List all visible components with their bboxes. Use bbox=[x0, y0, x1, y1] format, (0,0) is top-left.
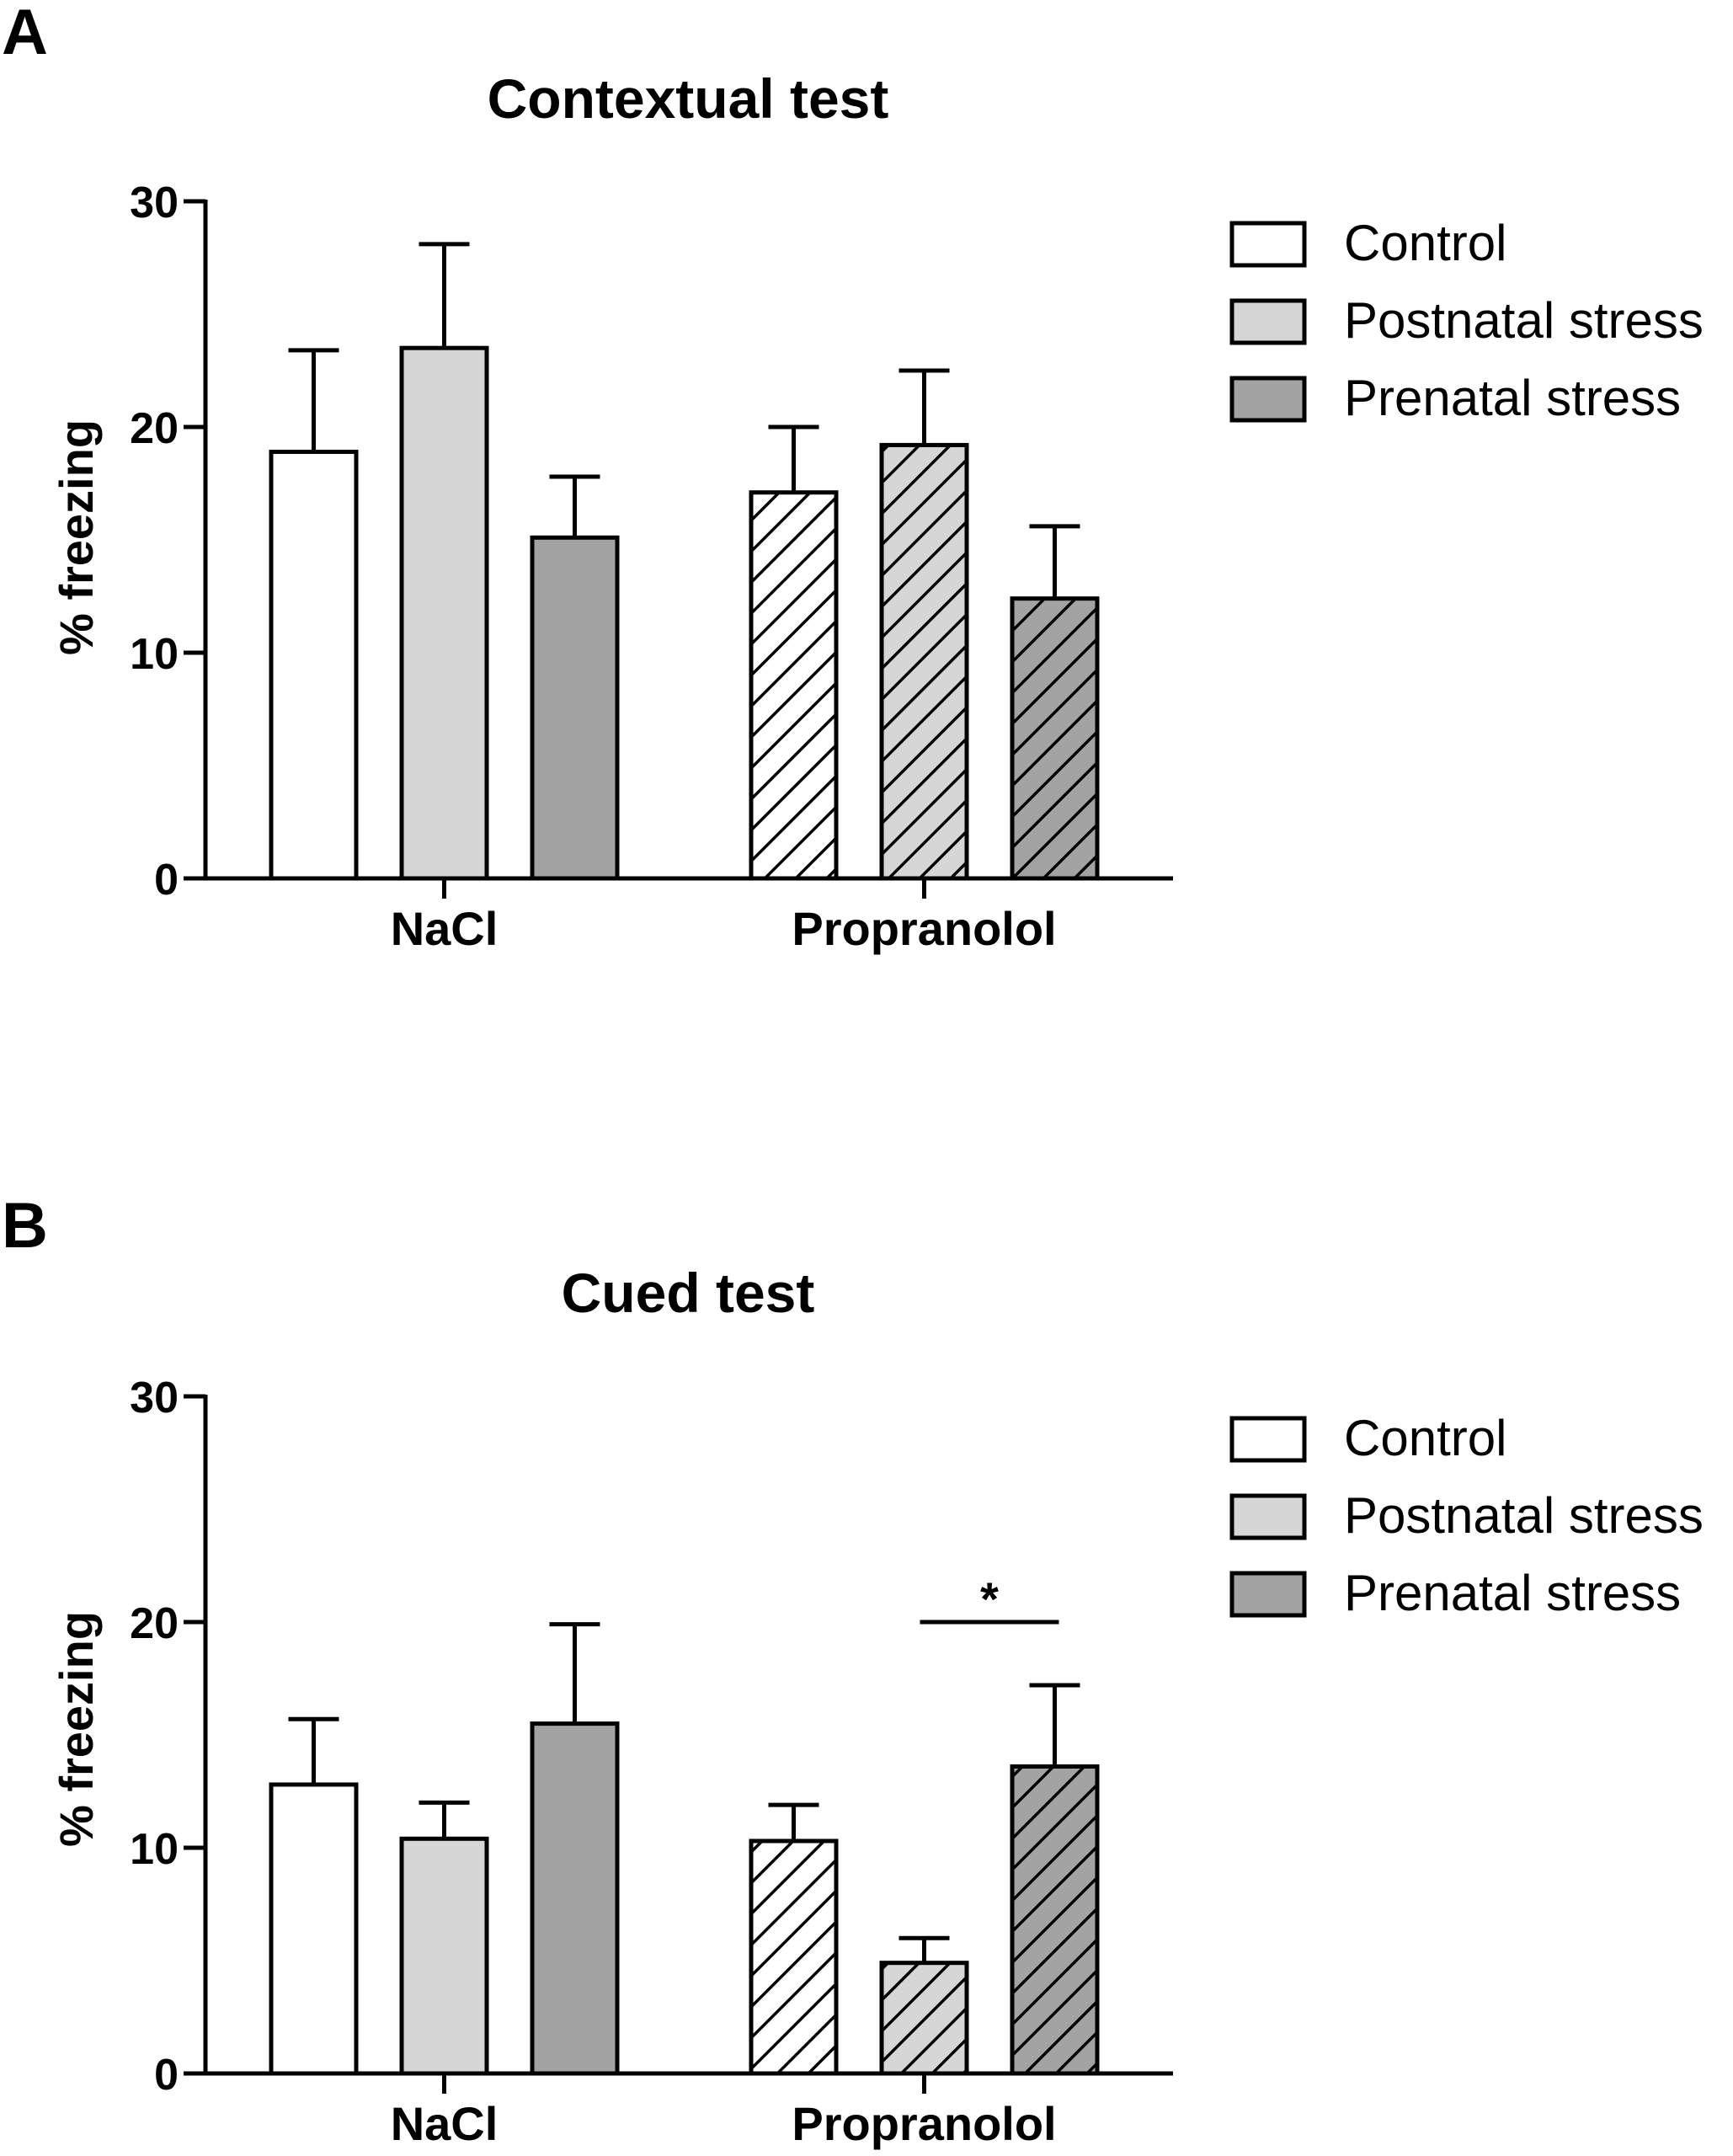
x-tick-label: NaCl bbox=[391, 902, 499, 955]
bar bbox=[399, 345, 489, 881]
panel-a: A Contextual test % freezing 0 10 20 30 NaCl… bbox=[2, 0, 1704, 955]
bar bbox=[399, 1836, 489, 2076]
legend-label: Control bbox=[1344, 215, 1506, 271]
bar bbox=[879, 1961, 969, 2076]
x-tick-label: NaCl bbox=[391, 2097, 499, 2150]
legend: Control Postnatal stress Prenatal stress bbox=[1229, 1410, 1704, 1621]
bar bbox=[269, 1782, 359, 2076]
y-tick-label: 0 bbox=[154, 856, 179, 905]
chart-title: Cued test bbox=[562, 1262, 815, 1324]
bar bbox=[269, 449, 359, 881]
panel-label: B bbox=[2, 1190, 48, 1262]
legend-label: Postnatal stress bbox=[1344, 292, 1704, 349]
y-axis-label: % freezing bbox=[50, 1611, 103, 1847]
x-tick-label: Propranolol bbox=[792, 902, 1056, 955]
legend-swatch bbox=[1229, 221, 1307, 268]
panel-b: B Cued test % freezing 0 10 20 30 NaCl Propra… bbox=[2, 1190, 1704, 2150]
y-tick-label: 10 bbox=[130, 1825, 179, 1874]
legend-swatch bbox=[1229, 1416, 1307, 1463]
bar bbox=[749, 490, 839, 881]
significance-label: * bbox=[980, 1572, 999, 1625]
legend-label: Control bbox=[1344, 1410, 1506, 1466]
plot-area: 0 10 20 30 NaCl Propranolol bbox=[130, 179, 1173, 955]
y-tick-label: 0 bbox=[154, 2051, 179, 2100]
y-axis-label: % freezing bbox=[50, 419, 103, 655]
legend-swatch bbox=[1229, 1493, 1307, 1540]
bar bbox=[749, 1838, 839, 2076]
legend-swatch bbox=[1229, 298, 1307, 345]
legend-swatch bbox=[1229, 1571, 1307, 1618]
legend-label: Prenatal stress bbox=[1344, 370, 1681, 426]
legend: Control Postnatal stress Prenatal stress bbox=[1229, 215, 1704, 426]
y-tick-label: 10 bbox=[130, 630, 179, 679]
x-tick-label: Propranolol bbox=[792, 2097, 1056, 2150]
legend-label: Prenatal stress bbox=[1344, 1565, 1681, 1621]
y-tick-label: 20 bbox=[130, 1599, 179, 1648]
bar bbox=[530, 1721, 620, 2076]
bar bbox=[1010, 1764, 1100, 2076]
panel-label: A bbox=[2, 0, 48, 68]
legend-swatch bbox=[1229, 376, 1307, 423]
y-tick-label: 30 bbox=[130, 179, 179, 227]
chart-title: Contextual test bbox=[488, 67, 889, 130]
bar bbox=[530, 535, 620, 881]
plot-area: 0 10 20 30 NaCl Propranolol * bbox=[130, 1374, 1173, 2150]
y-tick-label: 20 bbox=[130, 404, 179, 453]
bar bbox=[1010, 596, 1100, 881]
bar bbox=[879, 442, 969, 881]
legend-label: Postnatal stress bbox=[1344, 1487, 1704, 1544]
y-tick-label: 30 bbox=[130, 1374, 179, 1422]
